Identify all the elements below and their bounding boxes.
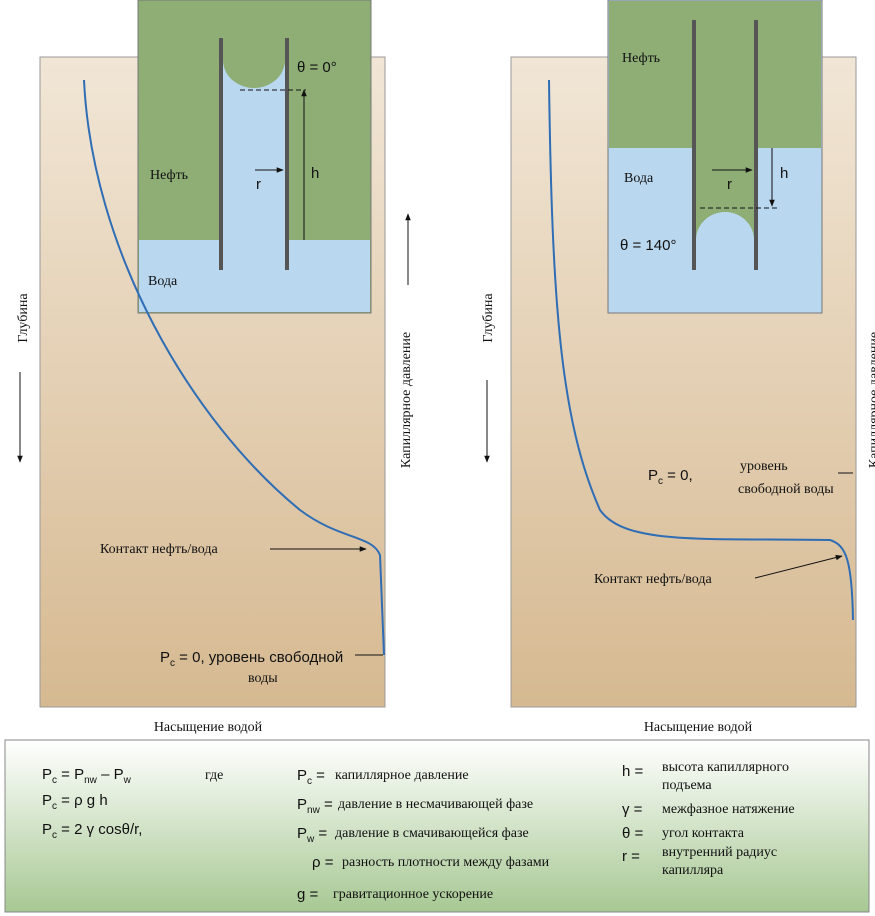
label: h [780, 165, 788, 182]
text-part: = [320, 796, 333, 813]
axis-label: Глубина [16, 293, 31, 343]
axis-label: Насыщение водой [644, 720, 753, 735]
text-part: = P [57, 766, 84, 783]
definition: капилляра [662, 863, 724, 878]
definition: угол контакта [662, 826, 745, 841]
text-part: P [297, 796, 307, 813]
text-part: P [297, 767, 307, 784]
label: Вода [624, 171, 654, 186]
text-part: γ = [622, 801, 643, 818]
label: θ = 140° [620, 237, 676, 254]
label: Вода [148, 274, 178, 289]
text-part: r = [622, 848, 640, 865]
text-part: = 0, [663, 467, 693, 484]
text-part: P [160, 649, 170, 666]
text-part: g = [297, 886, 319, 903]
axis-label: Капиллярное давление [867, 332, 875, 468]
text-part: = [314, 825, 327, 842]
text-part: = ρ g h [57, 792, 108, 809]
label: r [256, 176, 261, 193]
text-part: P [297, 825, 307, 842]
definition: давление в смачивающейся фазе [335, 826, 529, 841]
label: r [727, 176, 732, 193]
definition: межфазное натяжение [662, 802, 795, 817]
oil [609, 1, 821, 148]
definition: высота капиллярного [662, 760, 789, 775]
label: уровень [740, 459, 788, 474]
label: θ = 0° [297, 59, 337, 76]
axis-label: Глубина [481, 293, 496, 343]
text-part: ρ = [312, 854, 334, 871]
text-part: = [312, 767, 325, 784]
diagram: θ = 0° Нефть r h Вода Глубина Капиллярно… [0, 0, 875, 916]
definition: капиллярное давление [335, 768, 469, 783]
symbol: ρ = [312, 854, 334, 871]
text-part: θ = [622, 825, 644, 842]
text-part: P [42, 792, 52, 809]
axis-label: Капиллярное давление [399, 332, 414, 468]
symbol: θ = [622, 825, 644, 842]
text-part: P [648, 467, 658, 484]
subscript: nw [84, 775, 98, 786]
label: Контакт нефть/вода [100, 542, 218, 557]
symbol: γ = [622, 801, 643, 818]
symbol: r = [622, 848, 640, 865]
text-part: h = [622, 763, 644, 780]
symbol: h = [622, 763, 644, 780]
symbol: g = [297, 886, 319, 903]
text-part: P [42, 821, 52, 838]
subscript: w [123, 775, 132, 786]
label: Контакт нефть/вода [594, 572, 712, 587]
label: h [311, 165, 319, 182]
axis-label: Насыщение водой [154, 720, 263, 735]
label: где [205, 768, 223, 783]
definition: гравитационное ускорение [333, 887, 493, 902]
definition: давление в несмачивающей фазе [338, 797, 533, 812]
definition: внутренний радиус [662, 845, 777, 860]
page: {"left":{"inset":{"angle":"θ = 0°","oil"… [0, 0, 875, 916]
text-part: – P [97, 766, 124, 783]
subscript: nw [307, 805, 321, 816]
label: свободной воды [738, 482, 834, 497]
definition: подъема [662, 778, 712, 793]
label: Нефть [150, 168, 188, 183]
text-part: = 0, уровень свободной [175, 649, 343, 666]
label: воды [248, 671, 278, 686]
label: Нефть [622, 51, 660, 66]
definition: разность плотности между фазами [342, 855, 550, 870]
text-part: = 2 γ cosθ/r, [57, 821, 142, 838]
text-part: P [42, 766, 52, 783]
